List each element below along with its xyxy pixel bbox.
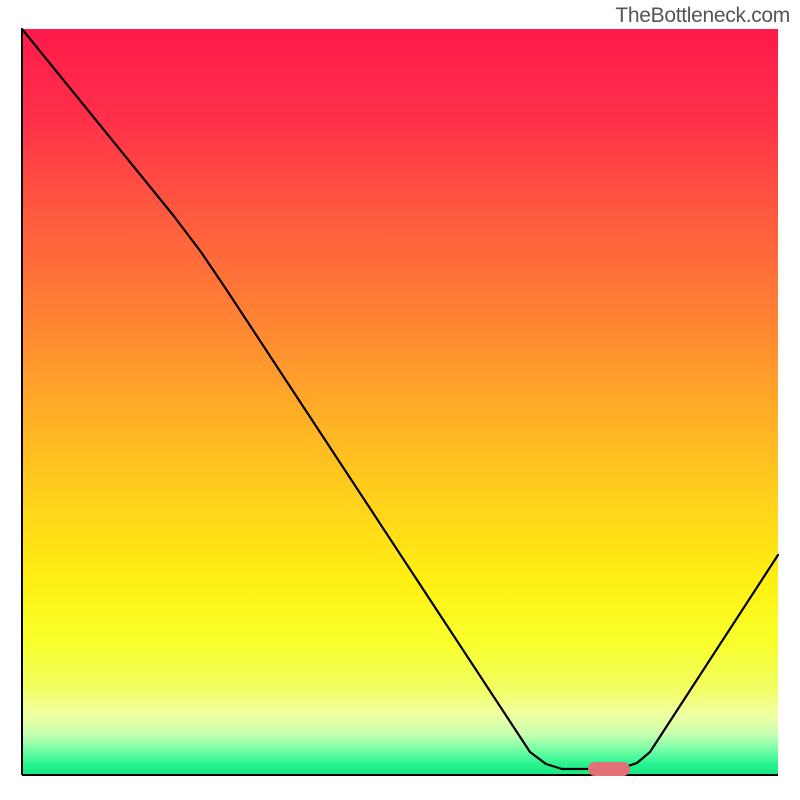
optimal-marker: [588, 762, 630, 776]
bottleneck-chart: [0, 0, 800, 800]
plot-background: [22, 29, 778, 775]
watermark-text: TheBottleneck.com: [615, 4, 790, 28]
